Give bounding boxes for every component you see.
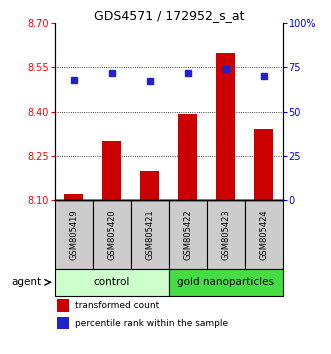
- Text: gold nanoparticles: gold nanoparticles: [177, 277, 274, 287]
- Title: GDS4571 / 172952_s_at: GDS4571 / 172952_s_at: [94, 9, 244, 22]
- Text: GSM805423: GSM805423: [221, 209, 230, 260]
- Bar: [169, 269, 283, 296]
- Bar: [169, 200, 207, 269]
- Text: GSM805420: GSM805420: [107, 209, 116, 260]
- Text: agent: agent: [12, 277, 42, 287]
- Bar: [55, 200, 93, 269]
- Text: GSM805421: GSM805421: [145, 209, 154, 260]
- Bar: [255, 129, 273, 200]
- Bar: [207, 200, 245, 269]
- Text: GSM805419: GSM805419: [69, 209, 78, 260]
- Bar: [178, 114, 197, 200]
- Bar: [93, 200, 131, 269]
- Bar: [57, 317, 70, 329]
- Text: GSM805422: GSM805422: [183, 209, 192, 260]
- Text: GSM805424: GSM805424: [260, 209, 268, 260]
- Text: percentile rank within the sample: percentile rank within the sample: [75, 319, 228, 328]
- Bar: [64, 194, 83, 200]
- Bar: [140, 171, 159, 200]
- Bar: [57, 299, 70, 312]
- Text: transformed count: transformed count: [75, 301, 160, 310]
- Text: control: control: [94, 277, 130, 287]
- Bar: [55, 269, 169, 296]
- Bar: [102, 141, 121, 200]
- Bar: [131, 200, 169, 269]
- Bar: [216, 52, 235, 200]
- Bar: [245, 200, 283, 269]
